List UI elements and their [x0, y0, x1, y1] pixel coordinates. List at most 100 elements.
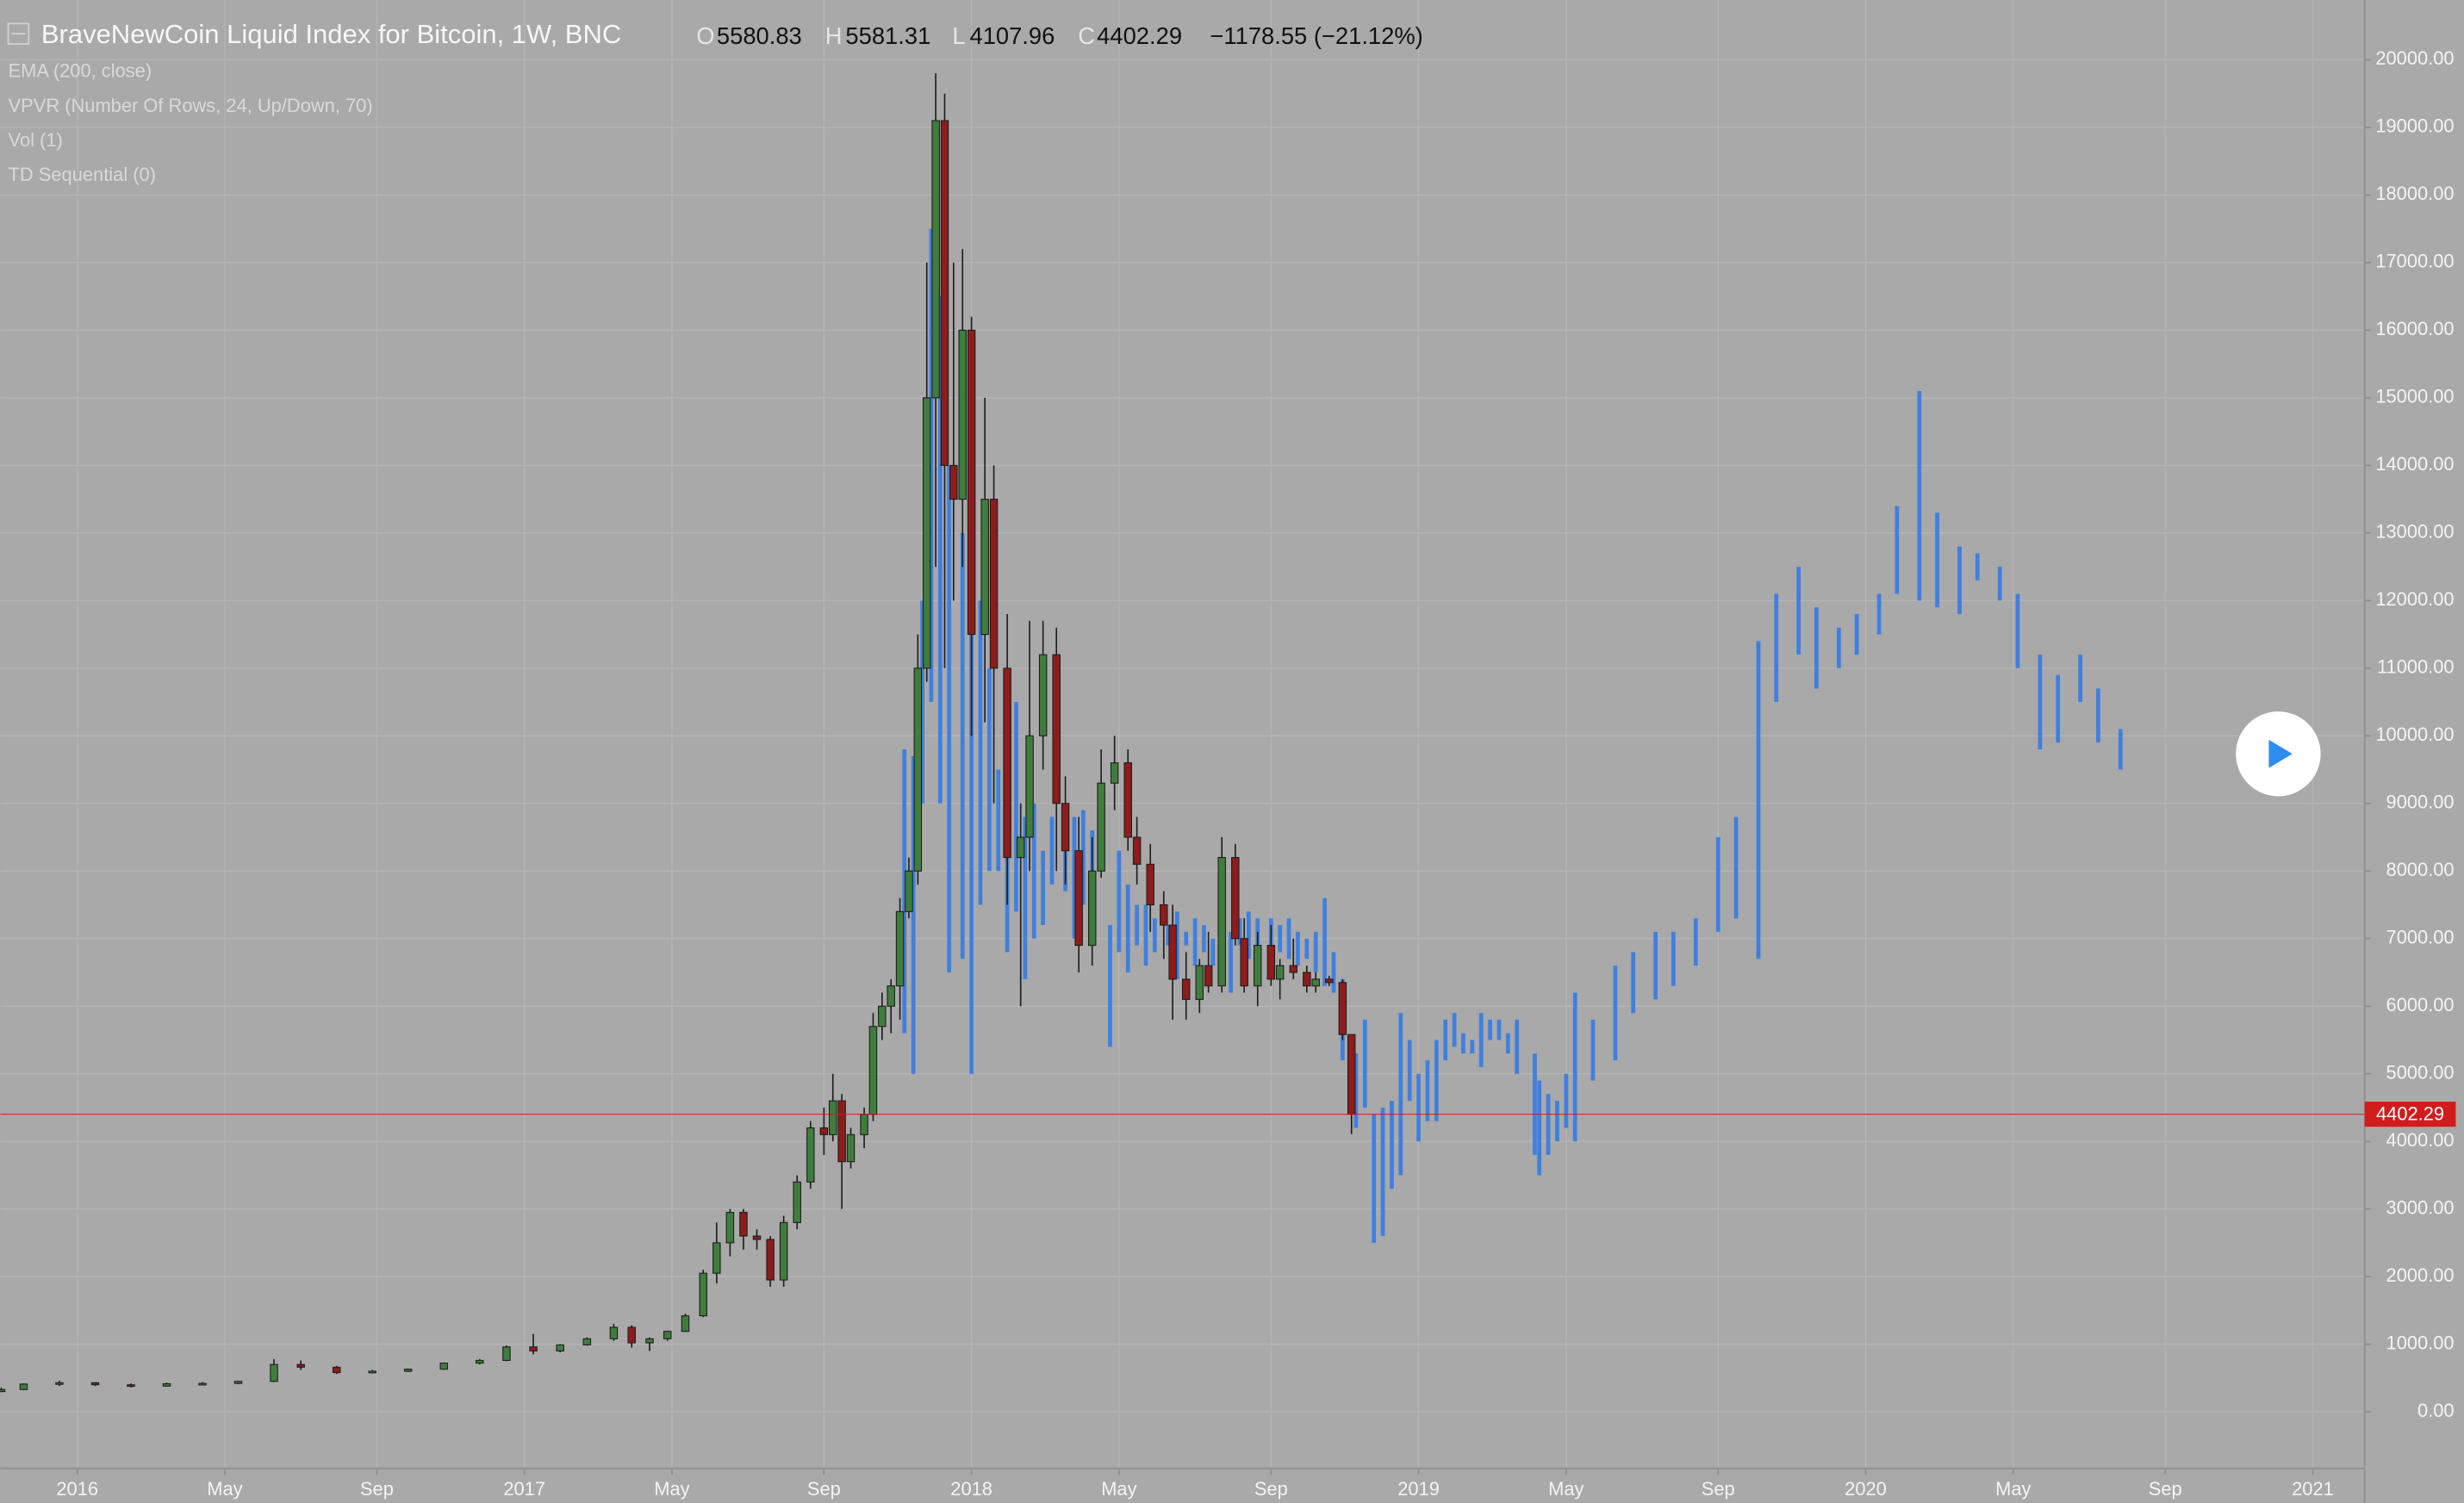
y-tick-label: 4000.00 — [2386, 1129, 2455, 1151]
candle-body — [1061, 803, 1070, 852]
candle-body — [502, 1346, 511, 1362]
y-tick-label: 5000.00 — [2386, 1061, 2455, 1083]
candle-body — [609, 1326, 619, 1339]
y-tick-label: 15000.00 — [2375, 386, 2454, 407]
candle-body — [837, 1100, 846, 1163]
candle-body — [1325, 978, 1334, 984]
x-tick-label: May — [1995, 1478, 2031, 1500]
indicator-label[interactable]: Vol (1) — [9, 129, 63, 151]
candle-body — [766, 1239, 775, 1281]
candle-body — [332, 1366, 341, 1374]
y-tick-label: 12000.00 — [2375, 588, 2454, 610]
candle-body — [980, 499, 989, 636]
candle-body — [1195, 965, 1204, 1000]
grid — [0, 0, 2365, 1469]
candle-body — [162, 1382, 171, 1387]
candle-body — [1338, 982, 1347, 1035]
candle-body — [0, 1388, 6, 1393]
x-tick-label: 2021 — [2292, 1478, 2334, 1500]
ohlc-letter: L — [952, 22, 965, 49]
candle-body — [1038, 654, 1048, 736]
plot — [0, 73, 2365, 1393]
candle-body — [1204, 965, 1213, 987]
x-tick-label: 2019 — [1397, 1478, 1440, 1500]
candle-body — [958, 329, 967, 500]
y-tick-label: 8000.00 — [2386, 859, 2455, 880]
candle-body — [663, 1331, 672, 1339]
legend-header: BraveNewCoin Liquid Index for Bitcoin, 1… — [7, 19, 1423, 185]
last-price-label: 4402.29 — [2376, 1102, 2444, 1124]
collapse-icon[interactable] — [7, 22, 30, 45]
x-tick-label: May — [654, 1478, 689, 1500]
candle-body — [940, 120, 949, 466]
y-tick-label: 10000.00 — [2375, 724, 2454, 745]
candle-body — [905, 870, 913, 912]
candle-body — [846, 1133, 856, 1163]
candle-body — [913, 668, 923, 872]
candle-body — [529, 1346, 538, 1352]
y-tick-label: 2000.00 — [2386, 1264, 2455, 1286]
indicator-label[interactable]: EMA (200, close) — [9, 60, 152, 82]
candle-body — [931, 120, 940, 399]
x-tick-label: May — [1548, 1478, 1584, 1500]
candle-body — [739, 1212, 748, 1237]
x-tick-label: Sep — [360, 1478, 394, 1500]
y-tick-label: 6000.00 — [2386, 994, 2455, 1015]
candle-body — [1311, 978, 1320, 987]
x-tick-label: 2020 — [1845, 1478, 1887, 1500]
x-tick-label: Sep — [2149, 1478, 2182, 1500]
x-tick-label: Sep — [1702, 1478, 1735, 1500]
y-tick-label: 9000.00 — [2386, 792, 2455, 813]
x-tick-label: 2017 — [503, 1478, 545, 1500]
last-price-box — [2364, 1102, 2456, 1127]
candle-body — [55, 1382, 64, 1385]
candle-body — [1347, 1034, 1356, 1115]
candle-body — [1240, 938, 1248, 987]
candle-body — [582, 1338, 592, 1345]
candle-body — [819, 1127, 829, 1135]
candle-body — [1087, 870, 1097, 947]
candle-body — [725, 1212, 735, 1244]
candle-body — [1123, 762, 1132, 838]
candle-body — [1160, 904, 1168, 926]
indicator-label[interactable]: VPVR (Number Of Rows, 24, Up/Down, 70) — [9, 95, 373, 116]
candle-body — [233, 1381, 243, 1384]
x-tick-label: 2018 — [950, 1478, 992, 1500]
ohlc-letter: C — [1078, 22, 1095, 49]
candle-body — [270, 1363, 278, 1382]
candle-body — [1217, 857, 1226, 987]
candle-body — [868, 1026, 878, 1115]
chart-title: BraveNewCoin Liquid Index for Bitcoin, 1… — [41, 19, 621, 49]
candle-body — [878, 1005, 887, 1028]
y-tick-label: 16000.00 — [2375, 318, 2454, 339]
candle-body — [403, 1369, 413, 1372]
indicator-label[interactable]: TD Sequential (0) — [9, 164, 156, 185]
x-tick-label: 2016 — [56, 1478, 98, 1500]
candle-body — [949, 464, 958, 500]
ohlc-value: 4402.29 — [1097, 22, 1182, 49]
candle-body — [895, 910, 905, 987]
candle-body — [989, 499, 999, 669]
candle-body — [887, 985, 895, 1007]
candle-body — [1289, 965, 1298, 973]
candle-body — [1231, 857, 1240, 940]
candle-body — [712, 1242, 721, 1274]
candle-body — [1074, 850, 1083, 947]
candle-body — [1146, 863, 1154, 906]
candle-body — [779, 1221, 788, 1281]
y-tick-label: 3000.00 — [2386, 1196, 2455, 1218]
candle-body — [1303, 972, 1311, 987]
y-tick-label: 11000.00 — [2377, 656, 2455, 678]
candle-body — [627, 1326, 636, 1344]
candle-body — [1025, 735, 1034, 838]
candle-body — [90, 1382, 100, 1386]
y-tick-label: 0.00 — [2417, 1400, 2455, 1421]
play-button[interactable] — [2236, 711, 2321, 797]
x-tick-label: May — [1101, 1478, 1136, 1500]
candle-body — [967, 329, 976, 636]
candle-body — [1132, 836, 1142, 865]
candle-body — [793, 1181, 801, 1223]
x-tick-label: Sep — [807, 1478, 841, 1500]
ohlc-value: 5581.31 — [845, 22, 930, 49]
